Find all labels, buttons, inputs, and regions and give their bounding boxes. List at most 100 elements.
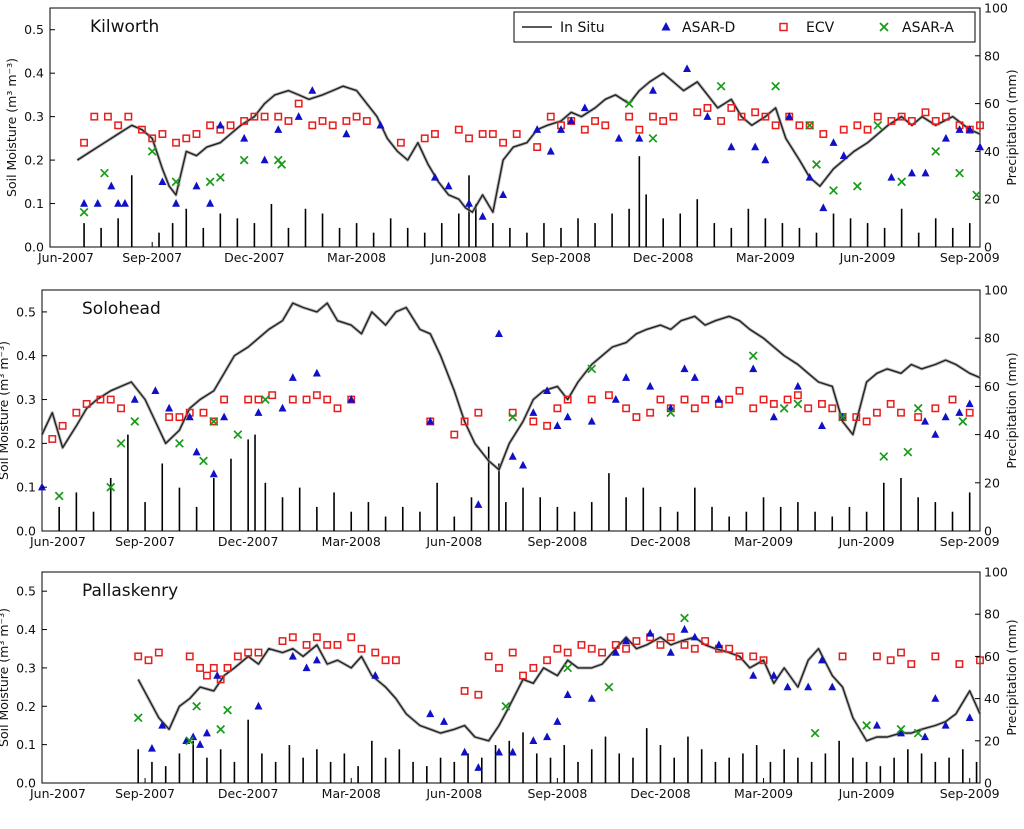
asar-a-point <box>216 724 226 734</box>
asar-a-stroke <box>852 181 862 191</box>
asar-a-point <box>955 168 964 178</box>
asar-a-stroke <box>185 736 195 746</box>
x-tick-label: Jun-2008 <box>425 534 482 549</box>
asar-a-stroke <box>239 155 249 165</box>
asar-a-point <box>666 408 676 418</box>
asar-a-point <box>563 663 573 673</box>
ecv-point <box>268 391 277 400</box>
ecv-point <box>649 112 657 121</box>
y-right-tick-label: 80 <box>984 331 1000 346</box>
asar-d-point <box>192 447 201 456</box>
asar-a-stroke <box>897 177 907 187</box>
ecv-point <box>223 663 232 672</box>
asar-d-point <box>130 395 139 403</box>
ecv-point <box>302 640 311 649</box>
asar-d-point <box>209 469 218 478</box>
ecv-point <box>209 417 218 426</box>
asar-d-point <box>202 728 211 737</box>
ecv-point <box>103 112 112 121</box>
x-tick-label: Sep-2009 <box>940 250 1000 265</box>
asar-d-point <box>478 212 487 220</box>
asar-d-point <box>371 671 380 679</box>
ecv-point <box>965 408 974 417</box>
asar-d-point <box>213 671 222 679</box>
ecv-point <box>508 648 517 657</box>
asar-a-stroke <box>205 177 215 187</box>
ecv-point <box>450 430 459 439</box>
asar-a-stroke <box>563 663 573 673</box>
asar-a-stroke <box>130 417 140 426</box>
asar-a-stroke <box>209 417 219 426</box>
in-situ-line <box>41 302 981 471</box>
asar-d-point <box>460 747 469 756</box>
ecv-point <box>82 399 91 408</box>
asar-d-point <box>751 142 760 151</box>
ecv-point <box>931 117 940 125</box>
ecv-point <box>478 130 487 138</box>
asar-a-stroke <box>862 721 872 730</box>
asar-d-point <box>714 640 723 649</box>
asar-d-point <box>761 155 770 164</box>
x-tick-label: Sep-2008 <box>527 786 587 801</box>
ecv-point <box>553 644 562 653</box>
asar-d-point <box>543 386 552 394</box>
ecv-point <box>839 125 848 134</box>
asar-a-point <box>171 177 181 187</box>
ecv-point <box>887 117 896 125</box>
ecv-point <box>553 404 562 413</box>
ecv-point <box>323 395 332 404</box>
asar-a-point <box>903 447 913 457</box>
ecv-point <box>761 112 770 121</box>
x-tick-label: Dec-2008 <box>630 534 691 549</box>
ecv-point <box>543 421 552 430</box>
ecv-point <box>853 121 862 130</box>
ecv-point <box>725 395 734 404</box>
asar-d-point <box>114 199 123 207</box>
ecv-point <box>347 633 356 642</box>
panel-pallaskenry: 0.0 0.1 0.2 0.3 0.4 0.5 0 20 40 60 80 100 Jun-2007 Se… <box>0 565 1019 802</box>
x-tick-label: Jun-2009 <box>838 534 895 549</box>
asar-a-point <box>812 160 821 169</box>
ecv-point <box>795 121 804 130</box>
x-tick-label: Dec-2007 <box>218 534 279 549</box>
ecv-point <box>872 652 881 661</box>
y-left-tick-label: 0.1 <box>16 737 36 752</box>
ecv-point <box>209 663 218 672</box>
asar-d-point <box>783 682 792 691</box>
x-tick-label: Sep-2008 <box>531 250 591 265</box>
ecv-point <box>362 117 371 125</box>
asar-d-point <box>553 421 562 430</box>
ecv-point <box>669 112 678 121</box>
asar-a-point <box>215 173 225 182</box>
ecv-point <box>771 121 780 130</box>
x-tick-label: Jun-2007 <box>29 786 86 801</box>
ecv-point <box>897 408 905 417</box>
asar-a-stroke <box>215 173 225 182</box>
ecv-point <box>759 395 768 404</box>
precipitation-bars <box>83 156 971 247</box>
asar-d-point <box>147 743 156 752</box>
asar-a-stroke <box>931 146 941 156</box>
y-left-tick-label: 0.0 <box>16 776 36 791</box>
asar-d-point <box>260 155 269 164</box>
ecv-point <box>460 417 469 426</box>
ecv-point <box>622 644 631 653</box>
ecv-point <box>529 417 538 426</box>
ecv-point <box>805 121 814 130</box>
x-tick-label: Dec-2008 <box>630 786 691 801</box>
asar-a-stroke <box>838 412 847 422</box>
asar-a-point <box>604 682 614 692</box>
ecv-point <box>499 138 508 147</box>
x-tick-label: Sep-2007 <box>122 250 182 265</box>
panel-solohead: 0.0 0.1 0.2 0.3 0.4 0.5 0 20 40 60 80 100 Jun-2007 Se… <box>0 283 1019 550</box>
ecv-point <box>749 404 758 413</box>
asar-a-point <box>873 120 883 130</box>
legend-in-situ-label: In Situ <box>560 20 605 36</box>
y-right-tick-label: 80 <box>984 48 1000 63</box>
ecv-point <box>931 404 940 413</box>
ecv-point <box>284 117 293 125</box>
ecv-point <box>737 112 746 121</box>
asar-a-stroke <box>79 207 89 217</box>
ecv-point <box>474 690 483 699</box>
legend: In Situ ASAR-D ECV ASAR-A <box>513 11 976 43</box>
